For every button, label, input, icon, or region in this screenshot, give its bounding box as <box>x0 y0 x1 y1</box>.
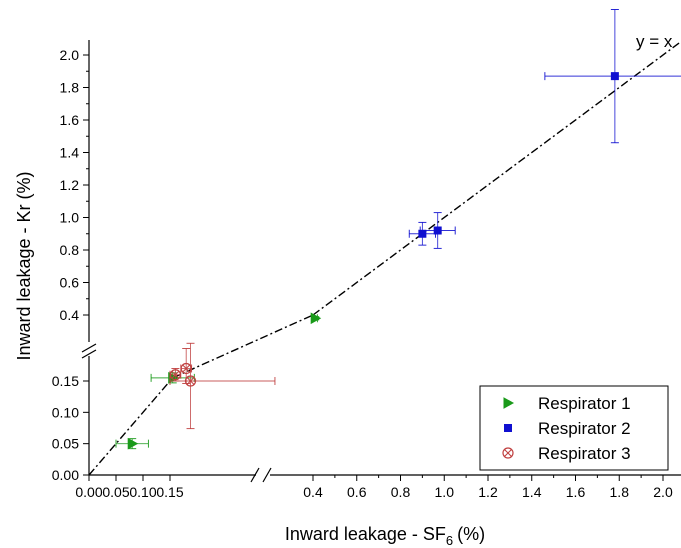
reference-line-mid <box>172 314 314 379</box>
y-tick-label: 0.4 <box>60 307 80 323</box>
legend-entry-label: Respirator 3 <box>538 444 631 463</box>
x-tick-label: 1.6 <box>566 484 586 500</box>
x-axis-break-mark <box>250 467 260 483</box>
y-axis-break-mark <box>81 349 97 359</box>
x-axis-label-sub: 6 <box>446 533 453 548</box>
y-axis-label: Inward leakage - Kr (%) <box>14 171 34 360</box>
marker-cross <box>171 370 180 379</box>
marker-circle <box>184 375 197 387</box>
marker-circle <box>502 447 514 459</box>
marker-triangle <box>310 312 322 325</box>
reference-line-lower <box>88 377 174 476</box>
x-tick-label: 0.05 <box>102 484 129 500</box>
marker-triangle <box>127 437 139 450</box>
legend-entry-label: Respirator 1 <box>538 394 631 413</box>
series-respirator-3 <box>169 342 276 430</box>
legend: Respirator 1 Respirator 2 Respirator 3 <box>479 385 669 471</box>
y-tick-label: 0.15 <box>52 373 79 389</box>
y-tick-label: 0.00 <box>52 467 79 483</box>
axes-layer: 0.00 0.05 0.10 0.15 0.4 0.6 0.8 1.0 1.2 1.4 1.6 1.8… <box>52 40 681 500</box>
y-tick-label: 0.05 <box>52 436 79 452</box>
marker-triangle <box>503 397 515 409</box>
x-tick-label: 0.4 <box>303 484 323 500</box>
y-tick-label: 1.6 <box>60 112 80 128</box>
x-tick-label: 2.0 <box>653 484 673 500</box>
legend-entry-label: Respirator 2 <box>538 419 631 438</box>
x-tick-label: 1.0 <box>435 484 455 500</box>
y-tick-label: 2.0 <box>60 47 80 63</box>
marker-cross <box>186 377 195 385</box>
x-tick-label: 0.6 <box>347 484 367 500</box>
plot-layer: y = x <box>88 32 681 476</box>
x-axis-break-mark <box>262 467 272 483</box>
marker-square <box>418 229 427 238</box>
x-tick-label: 1.4 <box>522 484 542 500</box>
y-tick-label: 1.4 <box>60 145 80 161</box>
x-tick-label: 1.8 <box>610 484 630 500</box>
marker-circle <box>180 362 192 375</box>
series-respirator-2 <box>408 9 681 249</box>
marker-square <box>610 72 619 81</box>
x-tick-label: 0.10 <box>129 484 156 500</box>
x-tick-label: 0.8 <box>391 484 411 500</box>
y-tick-label: 1.0 <box>60 210 80 226</box>
marker-cross <box>182 364 191 373</box>
marker-square <box>504 424 512 432</box>
y-tick-label: 0.6 <box>60 275 80 291</box>
marker-circle <box>169 369 181 381</box>
x-axis-label-main: Inward leakage - SF <box>285 524 446 544</box>
marker-cross <box>504 449 512 457</box>
points-layer <box>115 9 681 450</box>
y-tick-label: 0.8 <box>60 242 80 258</box>
reference-line-upper <box>312 41 681 316</box>
x-tick-label: 1.2 <box>478 484 498 500</box>
series-respirator-1 <box>115 312 322 450</box>
x-axis-label-unit: (%) <box>457 524 485 544</box>
y-axis-break-mark <box>81 343 97 353</box>
x-axis-label: Inward leakage - SF6 (%) <box>285 524 485 548</box>
y-tick-label: 0.10 <box>52 404 79 420</box>
y-tick-label: 1.2 <box>60 177 80 193</box>
x-tick-label: 0.15 <box>156 484 183 500</box>
y-tick-label: 1.8 <box>60 80 80 96</box>
x-tick-label: 0.00 <box>75 484 102 500</box>
marker-square <box>433 226 442 235</box>
reference-line-label: y = x <box>636 32 673 51</box>
